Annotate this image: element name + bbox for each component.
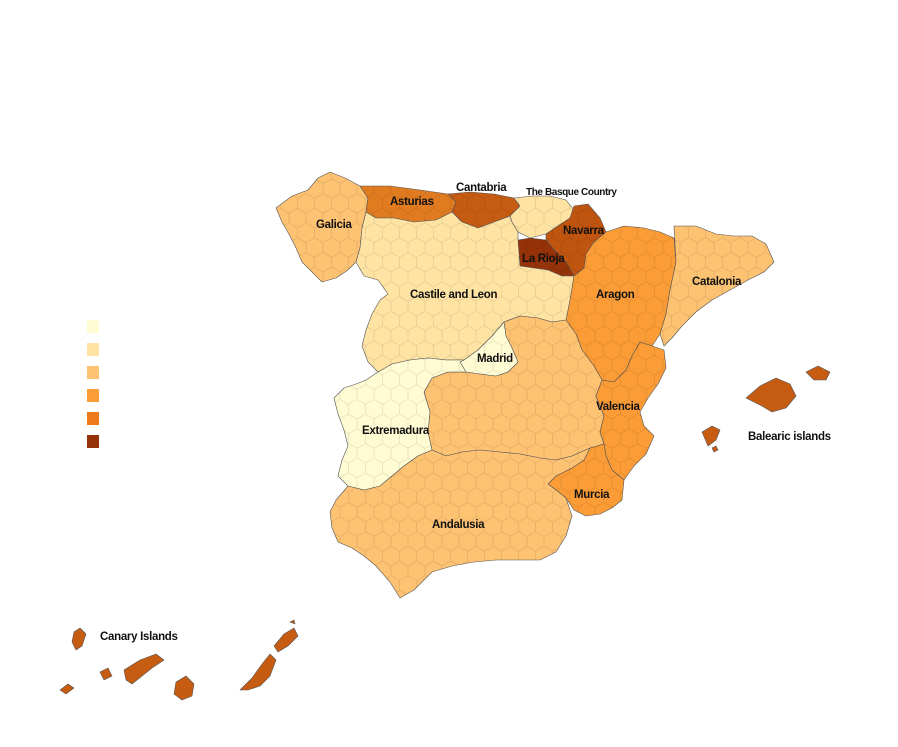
island-gran-canaria — [173, 675, 195, 701]
label-galicia: Galicia — [316, 219, 353, 231]
label-murcia: Murcia — [574, 489, 610, 501]
canary-islands — [59, 619, 299, 701]
legend-swatch-2 — [87, 343, 99, 356]
island-tenerife — [123, 653, 165, 685]
balearic-islands — [701, 365, 831, 453]
island-menorca — [805, 365, 831, 381]
island-ibiza — [701, 425, 721, 447]
label-basque: The Basque Country — [526, 187, 617, 198]
map-legend — [87, 320, 99, 448]
label-cantabria: Cantabria — [456, 182, 507, 194]
label-navarra: Navarra — [563, 225, 605, 237]
legend-swatch-4 — [87, 389, 99, 402]
legend-swatch-3 — [87, 366, 99, 379]
island-mallorca — [745, 377, 797, 413]
label-larioja: La Rioja — [522, 253, 565, 265]
label-aragon: Aragon — [596, 289, 635, 301]
label-canary: Canary Islands — [100, 631, 178, 643]
label-madrid: Madrid — [477, 353, 513, 365]
legend-swatch-6 — [87, 435, 99, 448]
label-asturias: Asturias — [390, 196, 434, 208]
legend-swatch-5 — [87, 412, 99, 425]
label-extremadura: Extremadura — [362, 425, 430, 437]
label-castile: Castile and Leon — [410, 289, 497, 301]
region-labels: Galicia Asturias Cantabria The Basque Co… — [100, 182, 831, 643]
peninsula — [275, 171, 775, 599]
island-el-hierro — [59, 683, 75, 695]
label-valencia: Valencia — [596, 401, 641, 413]
island-fuerteventura — [239, 653, 277, 691]
label-catalonia: Catalonia — [692, 276, 742, 288]
label-balearic: Balearic islands — [748, 431, 831, 443]
island-lanzarote — [273, 627, 299, 653]
island-formentera — [711, 445, 719, 453]
label-andalusia: Andalusia — [432, 519, 485, 531]
island-islet — [289, 619, 296, 625]
island-la-palma — [71, 627, 87, 651]
legend-swatch-1 — [87, 320, 99, 333]
island-la-gomera — [99, 667, 113, 681]
